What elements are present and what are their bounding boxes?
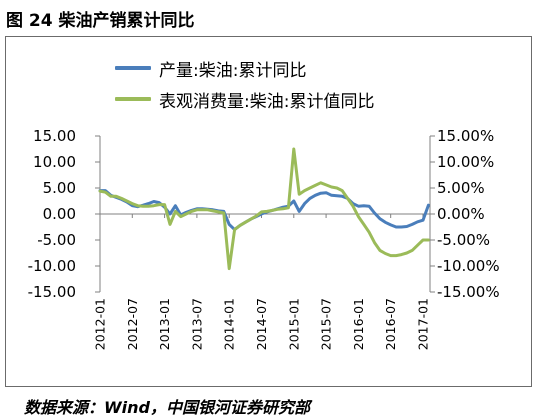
left-y-tick-label: -10.00 xyxy=(28,257,76,275)
right-y-tick-label: -5.00% xyxy=(437,231,490,249)
x-tick-label: 2015-07 xyxy=(319,298,334,350)
left-y-tick-label: -5.00 xyxy=(37,231,76,249)
x-tick-label: 2014-07 xyxy=(254,298,269,350)
left-y-tick-label: 15.00 xyxy=(33,127,76,145)
production-series-line xyxy=(98,189,430,232)
right-y-tick-label: -15.00% xyxy=(437,283,500,301)
chart-title: 图 24 柴油产销累计同比 xyxy=(6,11,195,31)
legend-swatch-apparent-consumption xyxy=(115,97,151,101)
x-tick-label: 2017-01 xyxy=(415,298,430,350)
legend-label-apparent-consumption: 表观消费量:柴油:累计值同比 xyxy=(159,91,375,112)
left-y-tick-label: 5.00 xyxy=(43,179,76,197)
left-y-tick-label: 10.00 xyxy=(33,153,76,171)
x-tick-label: 2012-01 xyxy=(93,298,108,350)
legend-swatch-production xyxy=(115,66,151,70)
x-tick-label: 2014-01 xyxy=(222,298,237,350)
left-y-tick-label: -15.00 xyxy=(28,283,76,301)
x-tick-label: 2013-07 xyxy=(189,298,204,350)
x-tick-label: 2012-07 xyxy=(125,298,140,350)
right-y-tick-label: 15.00% xyxy=(437,127,494,145)
data-source-note: 数据来源：Wind，中国银河证券研究部 xyxy=(24,398,310,417)
legend-item-production: 产量:柴油:累计同比 xyxy=(115,58,307,81)
left-y-tick-label: 0.00 xyxy=(43,205,76,223)
right-y-tick-label: 5.00% xyxy=(437,179,485,197)
chart-frame xyxy=(5,36,532,387)
x-tick-label: 2016-07 xyxy=(383,298,398,350)
x-tick-label: 2013-01 xyxy=(157,298,172,350)
legend-label-production: 产量:柴油:累计同比 xyxy=(159,60,307,81)
apparent-consumption-series-line xyxy=(98,147,430,271)
legend-item-apparent-consumption: 表观消费量:柴油:累计值同比 xyxy=(115,89,375,112)
right-y-tick-label: -10.00% xyxy=(437,257,500,275)
x-tick-label: 2016-01 xyxy=(351,298,366,350)
right-y-tick-label: 0.00% xyxy=(437,205,485,223)
x-tick-label: 2015-01 xyxy=(286,298,301,350)
right-y-tick-label: 10.00% xyxy=(437,153,494,171)
